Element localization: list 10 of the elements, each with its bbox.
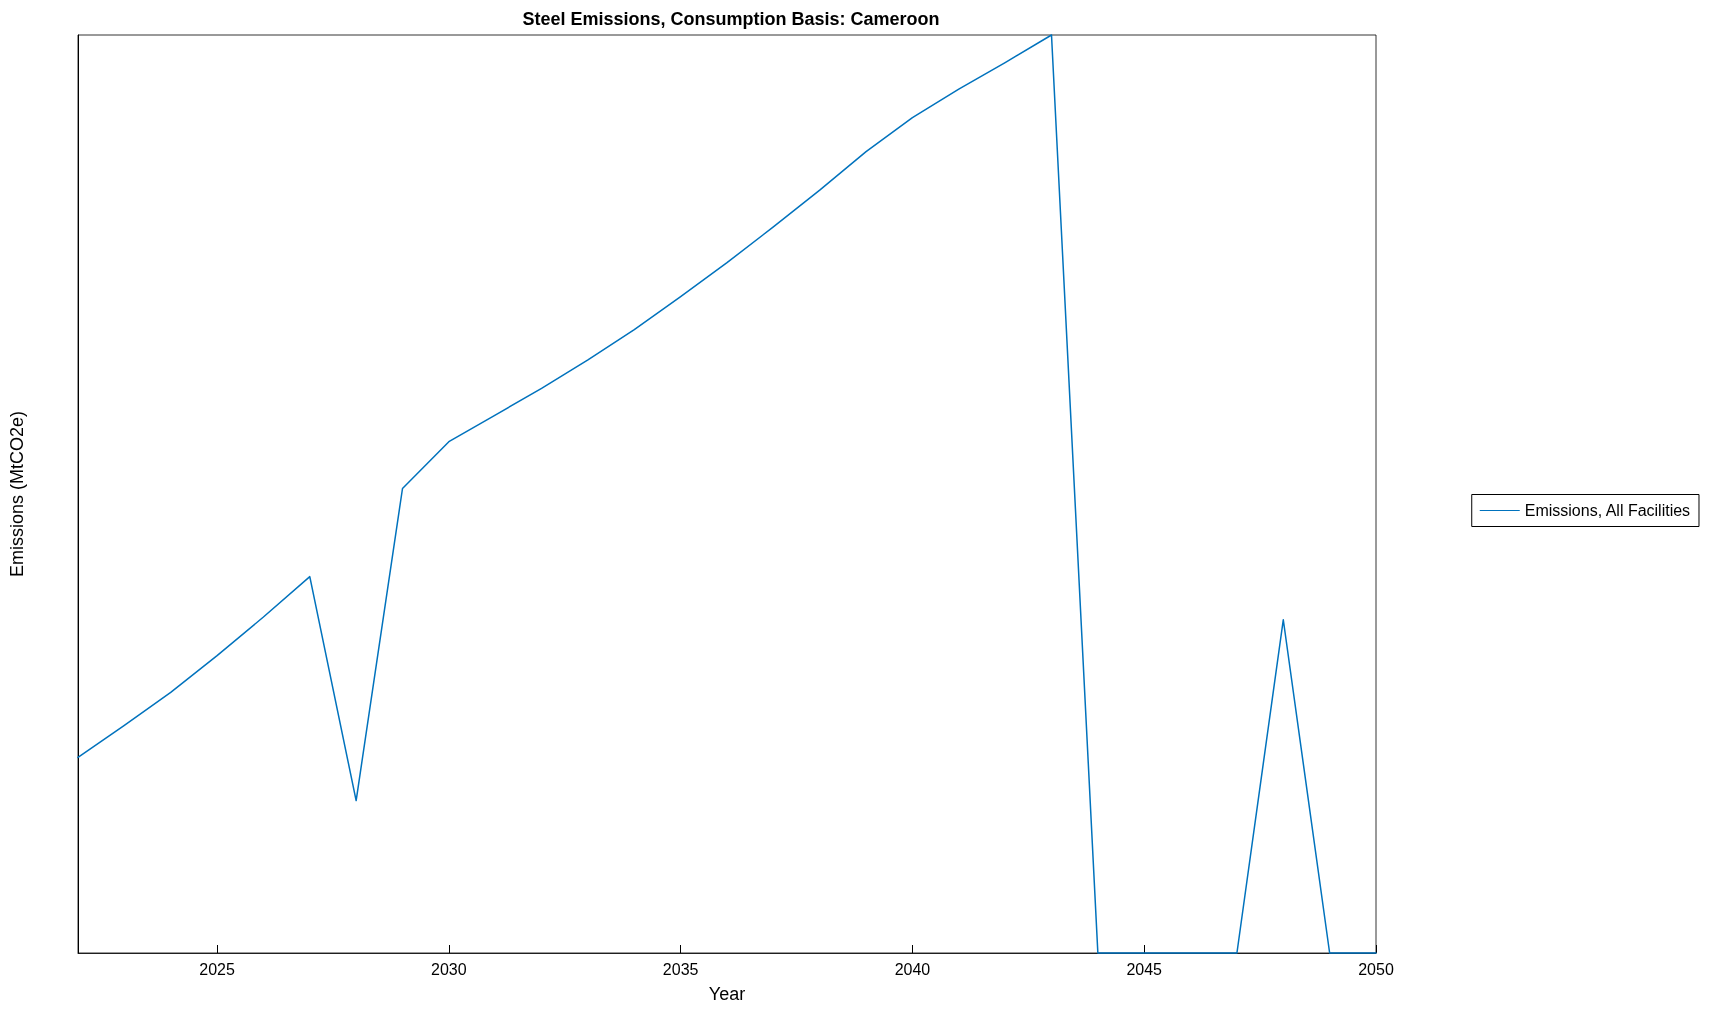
legend-label: Emissions, All Facilities <box>1524 502 1691 519</box>
x-tick-label: 2050 <box>1358 960 1394 978</box>
x-axis-title: Year <box>708 984 746 1004</box>
x-tick-label: 2035 <box>662 960 699 978</box>
x-tick-label: 2025 <box>199 960 235 978</box>
chart-title: Steel Emissions, Consumption Basis: Cameroon <box>522 9 940 29</box>
x-tick-label: 2045 <box>1126 960 1163 978</box>
x-tick-label: 2030 <box>431 960 467 978</box>
y-axis-title: Emissions (MtCO2e) <box>7 410 27 578</box>
x-tick-label: 2040 <box>894 960 931 978</box>
